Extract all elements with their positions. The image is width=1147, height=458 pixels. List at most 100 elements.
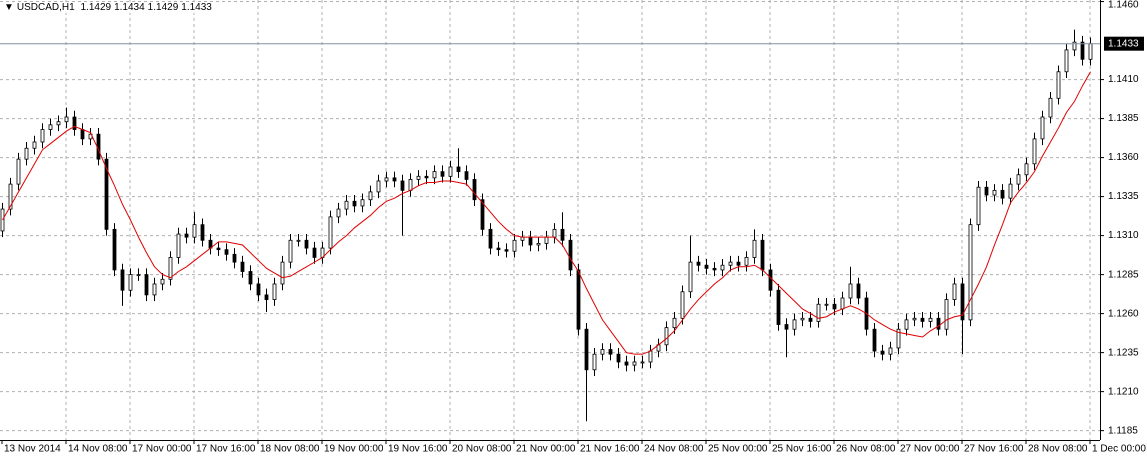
candle-body [456,166,461,173]
x-tick-label: 27 Nov 00:00 [900,444,960,455]
bar-low: 1.1429 [147,2,179,13]
candle-body [536,243,541,246]
candle-body [600,349,605,355]
candle-body [296,239,301,242]
candle-body [352,200,357,207]
candle-body [344,200,349,210]
candle-body [712,267,717,271]
candle-body [168,257,173,280]
candle-body [136,274,141,277]
x-tick-label: 13 Nov 2014 [4,444,61,455]
candle-body [824,303,829,306]
candle-body [968,224,973,321]
candle-body [728,261,733,266]
candle-body [72,116,77,130]
x-tick-label: 17 Nov 16:00 [196,444,256,455]
candle-body [1016,174,1021,185]
x-tick-label: 27 Nov 16:00 [964,444,1024,455]
candle-body [408,179,413,191]
candle-body [264,294,269,300]
candle-body [856,283,861,299]
candle-body [616,353,621,363]
candle-body [640,361,645,364]
candle-body [552,228,557,238]
candle-body [920,317,925,322]
x-tick-label: 25 Nov 00:00 [708,444,768,455]
candle-body [904,319,909,330]
candle-body [216,247,221,251]
candle-body [288,239,293,263]
y-tick-label: 1.1210 [1108,386,1139,397]
candle-body [200,224,205,241]
y-tick-label: 1.1235 [1108,347,1139,358]
candle-body [1000,189,1005,199]
x-tick-label: 20 Nov 08:00 [452,444,512,455]
candle-body [504,249,509,252]
candle-body [592,353,597,371]
candle-body [608,349,613,355]
candle-body [768,269,773,291]
candle-body [1008,183,1013,199]
symbol: USDCAD,H1 [16,2,75,13]
candle-body [272,283,277,300]
candle-body [696,261,701,266]
candle-body [400,180,405,191]
x-tick-label: 1 Dec 00:00 [1092,444,1146,455]
y-tick-label: 1.1360 [1108,152,1139,163]
candle-body [360,199,365,207]
candle-body [232,253,237,263]
chart-header: ▼ USDCAD,H1 1.1429 1.1434 1.1429 1.1433 [4,2,215,13]
candle-body [184,233,189,238]
x-tick-label: 17 Nov 00:00 [132,444,192,455]
candle-body [112,228,117,271]
candle-body [192,224,197,238]
candle-body [872,328,877,352]
candle-body [880,350,885,355]
candle-body [1056,71,1061,99]
candle-body [848,283,853,299]
candle-body [704,264,709,269]
candle-body [936,317,941,330]
candle-body [624,361,629,366]
candle-body [64,116,69,123]
candle-body [776,289,781,325]
x-tick-label: 28 Nov 08:00 [1028,444,1088,455]
candle-body [560,228,565,241]
candle-body [744,257,749,266]
candle-body [896,328,901,349]
candle-body [992,189,997,196]
candle-body [984,186,989,196]
candle-body [80,129,85,140]
candle-body [680,291,685,319]
candle-body [160,278,165,285]
candle-body [944,299,949,330]
candle-body [664,327,669,346]
candle-body [1032,138,1037,165]
x-tick-label: 14 Nov 08:00 [68,444,128,455]
candle-body [40,129,45,143]
candle-body [480,199,485,230]
candle-body [256,283,261,296]
candle-body [328,216,333,249]
candle-body [384,177,389,182]
candle-body [120,269,125,291]
candle-body [888,347,893,355]
candle-body [56,121,61,126]
candle-body [584,328,589,371]
candle-body [792,319,797,330]
candle-body [1024,163,1029,176]
candle-body [976,186,981,226]
candle-body [176,233,181,258]
candle-body [960,283,965,321]
candle-body [304,239,309,249]
candle-body [800,317,805,321]
candle-body [248,271,253,285]
x-tick-label: 26 Nov 08:00 [836,444,896,455]
candle-body [368,191,373,201]
y-tick-label: 1.1335 [1108,191,1139,202]
x-tick-label: 24 Nov 08:00 [644,444,704,455]
candle-body [48,124,53,130]
x-tick-label: 25 Nov 16:00 [772,444,832,455]
